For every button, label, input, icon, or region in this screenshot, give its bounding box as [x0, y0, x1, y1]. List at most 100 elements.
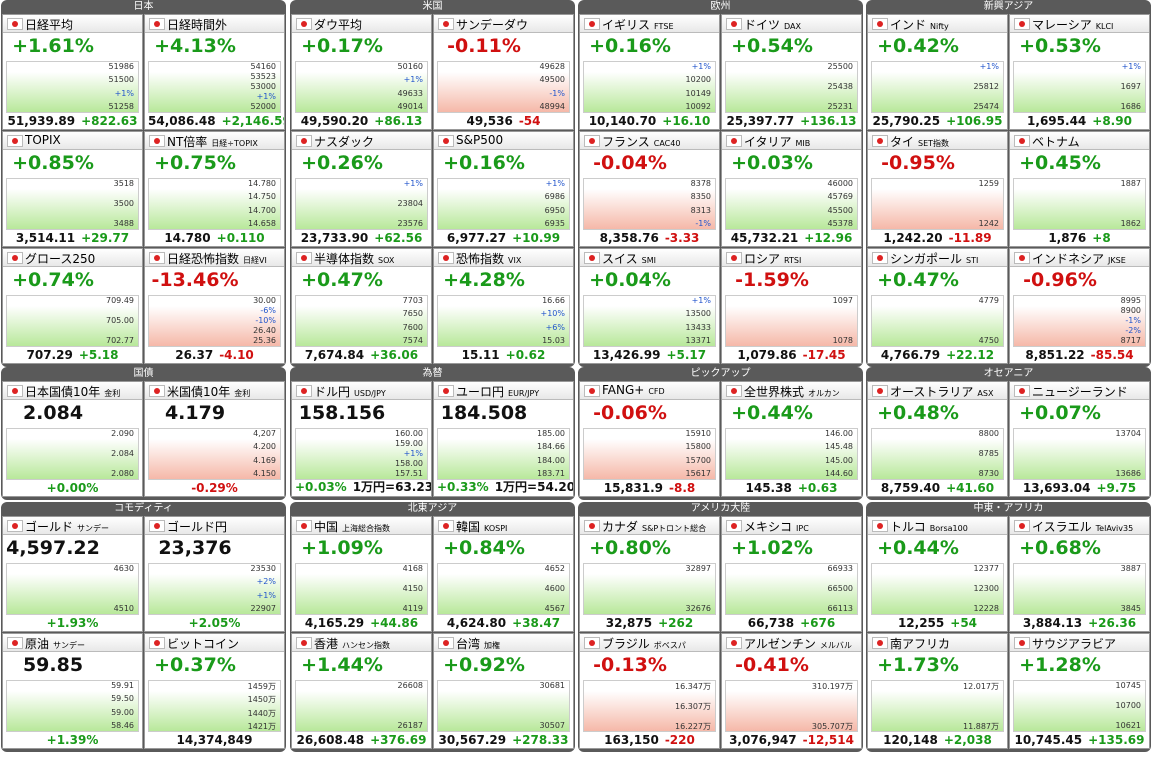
market-card[interactable]: ドル円 USD/JPY 160.00 159.00 +1% 158.00 157.51 158… — [291, 381, 432, 497]
axis-label: 10700 — [1115, 701, 1141, 710]
market-card[interactable]: インドネシア JKSE 8995 8900 -1% -2% 8717 -0.96% 8,851.… — [1009, 248, 1150, 364]
market-name: インドネシア JKSE — [1032, 250, 1126, 267]
market-card[interactable]: 恐怖指数 VIX 16.66 +10% +6% 15.03 +4.28% 15.11 +0.62 — [433, 248, 574, 364]
market-name: カナダ S&Pトロント総合 — [602, 518, 706, 535]
market-card[interactable]: フランス CAC40 8378 8350 8313 -1% -0.04% 8,358.76 -3… — [579, 131, 720, 247]
bottom-value: 4,766.79 — [880, 348, 941, 362]
market-card[interactable]: メキシコ IPC 66933 66500 66113 +1.02% 66,738 +676 — [721, 516, 862, 632]
bottom-values: 13,693.04 +9.75 — [1010, 481, 1149, 495]
axis-label: 8313 — [690, 205, 711, 215]
name-text: 香港 — [314, 637, 339, 651]
market-card[interactable]: ダウ平均 50160 +1% 49633 49014 +0.17% 49,590.20 +86… — [291, 14, 432, 130]
market-card[interactable]: 半導体指数 SOX 7703 7650 7600 7574 +0.47% 7,674.84 +3… — [291, 248, 432, 364]
sub-label: FTSE — [654, 22, 674, 31]
market-card[interactable]: S&P500 +1% 6986 6950 6935 +0.16% 6,977.27 +10.9… — [433, 131, 574, 247]
headline-value: 4.179 — [164, 402, 226, 424]
market-card[interactable]: 香港 ハンセン指数 26608 26187 +1.44% 26,608.48 +376.69 — [291, 633, 432, 749]
headline-value: +0.16% — [589, 35, 671, 57]
market-card[interactable]: ゴールド サンデー 4630 4510 4,597.22 +1.93% — [2, 516, 143, 632]
market-card[interactable]: ナスダック +1% 23804 23576 +0.26% 23,733.90 +62.56 — [291, 131, 432, 247]
market-card[interactable]: オーストラリア ASX 8800 8785 8730 +0.48% 8,759.40 +41.… — [867, 381, 1008, 497]
market-card[interactable]: 全世界株式 オルカン 146.00 145.48 145.00 144.60 +0.44% 1… — [721, 381, 862, 497]
region-group: 国債 日本国債10年 金利 2.090 2.084 2.080 2.084 +0.00% 米国債… — [1, 367, 286, 500]
mini-chart-area: 146.00 145.48 145.00 144.60 — [725, 428, 858, 480]
market-card[interactable]: 日経時間外 54160 53523 53000 +1% 52000 +4.13% 54,086… — [144, 14, 285, 130]
axis-label: 8800 — [978, 429, 999, 438]
market-card[interactable]: 日本国債10年 金利 2.090 2.084 2.080 2.084 +0.00% — [2, 381, 143, 497]
title-bar: マレーシア KLCI — [1010, 15, 1149, 33]
axis-label: 1242 — [978, 219, 999, 228]
flag-icon — [7, 252, 23, 264]
axis-label: 4630 — [113, 564, 134, 573]
market-card[interactable]: ブラジル ボベスパ 16.347万 16.307万 16.227万 -0.13% 163,1… — [579, 633, 720, 749]
flag-icon — [584, 385, 600, 397]
sub-label: サンデー — [77, 524, 110, 533]
market-card[interactable]: ドイツ DAX 25500 25438 25231 +0.54% 25,397.77 +136… — [721, 14, 862, 130]
axis-label: +1% — [1121, 62, 1141, 71]
name-text: ドイツ — [744, 18, 781, 32]
mini-chart-area: 310.197万 305.707万 — [725, 680, 858, 732]
market-card[interactable]: カナダ S&Pトロント総合 32897 32676 +0.80% 32,875 +262 — [579, 516, 720, 632]
market-card[interactable]: イタリア MIB 46000 45769 45500 45378 +0.03% 45,732.… — [721, 131, 862, 247]
market-card[interactable]: サウジアラビア 10745 10700 10621 +1.28% 10,745.45 +13… — [1009, 633, 1150, 749]
market-card[interactable]: ビットコイン 1459万 1450万 1440万 1421万 +0.37% 14,374,8… — [144, 633, 285, 749]
name-text: ロシア — [744, 252, 781, 266]
market-card[interactable]: NT倍率 日経÷TOPIX 14.780 14.750 14.700 14.658 +0.7… — [144, 131, 285, 247]
bottom-values: 8,759.40 +41.60 — [868, 481, 1007, 495]
market-card[interactable]: サンデーダウ 49628 49500 -1% 48994 -0.11% 49,536 -54 — [433, 14, 574, 130]
sub-label: オルカン — [808, 389, 840, 398]
market-card[interactable]: トルコ Borsa100 12377 12300 12228 +0.44% 12,255 +5… — [867, 516, 1008, 632]
axis-label: 305.707万 — [811, 722, 853, 731]
axis-label: 1259 — [978, 179, 999, 188]
bottom-values: 45,732.21 +12.96 — [722, 231, 861, 245]
market-card[interactable]: ロシア RTSI 1097 1078 -1.59% 1,079.86 -17.45 — [721, 248, 862, 364]
market-card[interactable]: ベトナム 1887 1862 +0.45% 1,876 +8 — [1009, 131, 1150, 247]
market-card[interactable]: イスラエル TelAviv35 3887 3845 +0.68% 3,884.13 +26.… — [1009, 516, 1150, 632]
market-card[interactable]: スイス SMI +1% 13500 13433 13371 +0.04% 13,426.99 +… — [579, 248, 720, 364]
market-card[interactable]: イギリス FTSE +1% 10200 10149 10092 +0.16% 10,140.7… — [579, 14, 720, 130]
bottom-value: 10,745.45 — [1014, 733, 1083, 747]
flag-icon — [584, 520, 600, 532]
axis-label: 4.169 — [253, 455, 276, 465]
market-card[interactable]: インド Nifty +1% 25812 25474 +0.42% 25,790.25 +106… — [867, 14, 1008, 130]
axis-label: 8900 — [1120, 306, 1141, 315]
market-card[interactable]: グロース250 709.49 705.00 702.77 +0.74% 707.29 +5.… — [2, 248, 143, 364]
market-card[interactable]: TOPIX 3518 3500 3488 +0.85% 3,514.11 +29.77 — [2, 131, 143, 247]
bottom-value: 8,358.76 — [599, 231, 659, 245]
market-card[interactable]: 米国債10年 金利 4,207 4.200 4.169 4.150 4.179 -0.29% — [144, 381, 285, 497]
flag-icon — [872, 385, 888, 397]
region-group: 為替 ドル円 USD/JPY 160.00 159.00 +1% 158.00 157.51 1… — [290, 367, 575, 500]
region-group: コモディティ ゴールド サンデー 4630 4510 4,597.22 +1.93% ゴールド… — [1, 502, 286, 752]
title-bar: メキシコ IPC — [722, 517, 861, 535]
market-card[interactable]: 日経恐怖指数 日経VI 30.00 -6% -10% 26.40 25.36 -13.46% 2… — [144, 248, 285, 364]
mini-chart-area: 4168 4150 4119 — [295, 563, 428, 615]
title-bar: ビットコイン — [145, 634, 284, 652]
market-card[interactable]: 台湾 加権 30681 30507 +0.92% 30,567.29 +278.33 — [433, 633, 574, 749]
bottom-value: 32,875 — [605, 616, 653, 630]
market-card[interactable]: タイ SET指数 1259 1242 -0.95% 1,242.20 -11.89 — [867, 131, 1008, 247]
market-card[interactable]: ゴールド円 23530 +2% +1% 22907 23,376 +2.05% — [144, 516, 285, 632]
bottom-value: +135.69 — [1088, 733, 1145, 747]
axis-label: 10149 — [685, 88, 711, 98]
axis-label: 25812 — [973, 82, 999, 91]
market-card[interactable]: 日経平均 51986 51500 +1% 51258 +1.61% 51,939.89 +82… — [2, 14, 143, 130]
market-name: マレーシア KLCI — [1032, 16, 1113, 33]
market-card[interactable]: マレーシア KLCI +1% 1697 1686 +0.53% 1,695.44 +8.90 — [1009, 14, 1150, 130]
axis-label: 310.197万 — [811, 682, 853, 691]
market-card[interactable]: 原油 サンデー 59.91 59.50 59.00 58.46 59.85 +1.39% — [2, 633, 143, 749]
market-card[interactable]: 中国 上海総合指数 4168 4150 4119 +1.09% 4,165.29 +44.86 — [291, 516, 432, 632]
market-card[interactable]: 韓国 KOSPI 4652 4600 4567 +0.84% 4,624.80 +38.47 — [433, 516, 574, 632]
flag-icon — [584, 252, 600, 264]
bottom-value: 14.780 — [164, 231, 211, 245]
axis-label: 15617 — [685, 469, 711, 478]
axis-label: 4600 — [544, 584, 565, 593]
market-card[interactable]: ユーロ円 EUR/JPY 185.00 184.66 184.00 183.71 184.5… — [433, 381, 574, 497]
mini-chart-area: 49628 49500 -1% 48994 — [437, 61, 570, 113]
market-card[interactable]: アルゼンチン メルバル 310.197万 305.707万 -0.41% 3,076,94… — [721, 633, 862, 749]
market-card[interactable]: ニュージーランド 13704 13686 +0.07% 13,693.04 +9.75 — [1009, 381, 1150, 497]
region-group: 米国 ダウ平均 50160 +1% 49633 49014 +0.17% 49,590.20 +… — [290, 0, 575, 367]
market-card[interactable]: シンガポール STI 4779 4750 +0.47% 4,766.79 +22.12 — [867, 248, 1008, 364]
axis-label: 16.227万 — [675, 722, 711, 731]
market-card[interactable]: FANG+ CFD 15910 15800 15700 15617 -0.06% 15,831… — [579, 381, 720, 497]
market-card[interactable]: 南アフリカ 12.017万 11.887万 +1.73% 120,148 +2,038 — [867, 633, 1008, 749]
